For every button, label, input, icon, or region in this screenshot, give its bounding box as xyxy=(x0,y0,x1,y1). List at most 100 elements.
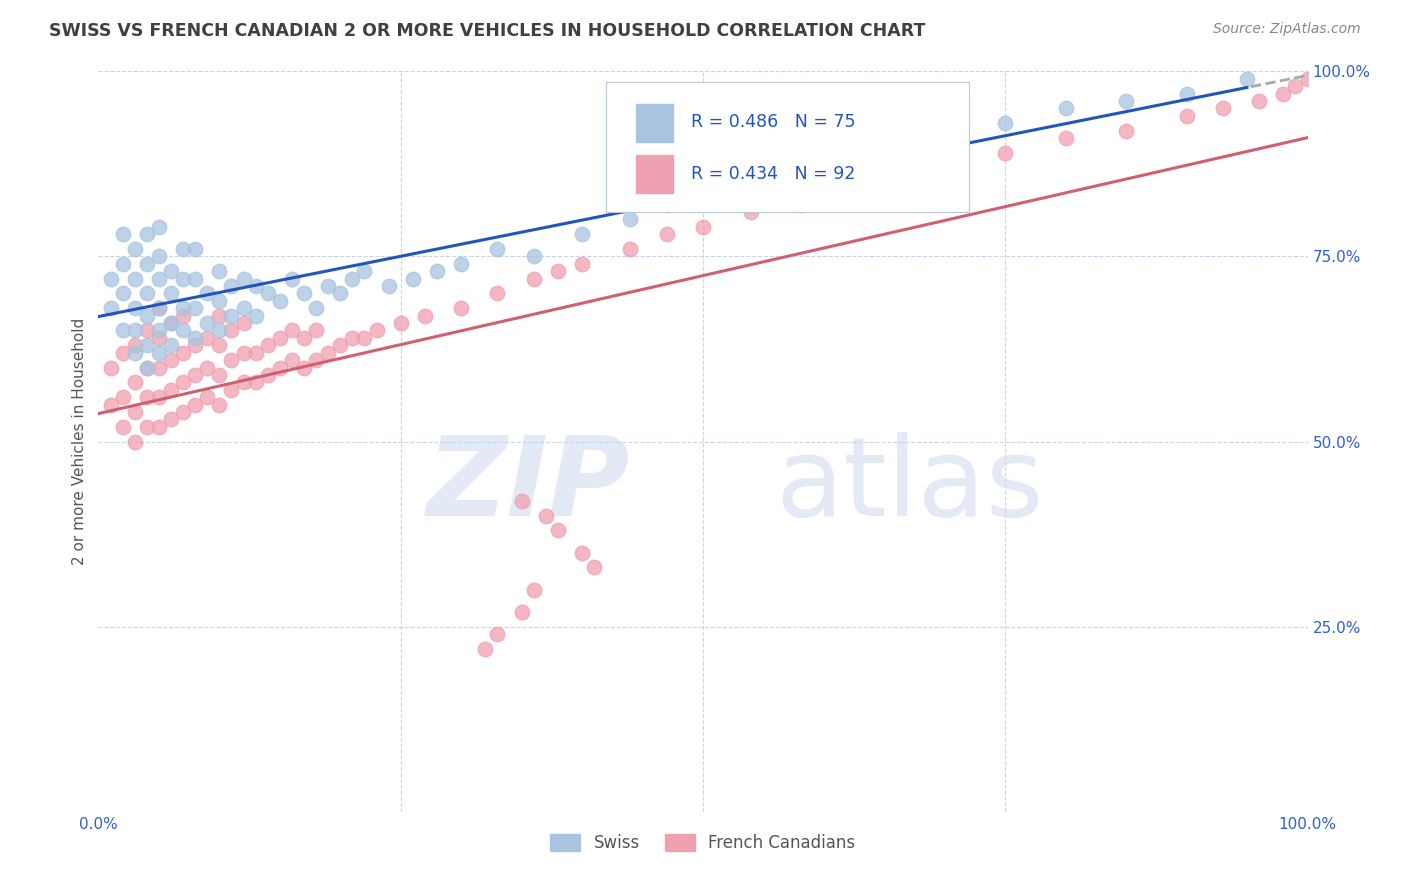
Point xyxy=(148,345,170,359)
Point xyxy=(486,286,509,301)
Point xyxy=(184,338,207,352)
Point xyxy=(1284,79,1306,94)
Point xyxy=(571,546,593,560)
Point xyxy=(776,161,799,175)
Point xyxy=(547,264,569,278)
Point xyxy=(221,324,243,338)
Point xyxy=(232,376,254,390)
Point xyxy=(160,316,183,330)
Point xyxy=(135,324,157,338)
Point xyxy=(111,345,134,359)
Point xyxy=(450,257,472,271)
Point xyxy=(256,338,278,352)
Point xyxy=(245,279,267,293)
Point xyxy=(571,257,593,271)
Point xyxy=(221,279,243,293)
Point xyxy=(148,271,170,285)
Point xyxy=(135,227,157,242)
Point xyxy=(377,279,399,293)
Point xyxy=(172,345,194,359)
Point xyxy=(510,493,533,508)
Point xyxy=(100,301,122,316)
Point xyxy=(426,264,449,278)
Point xyxy=(135,390,157,404)
Point xyxy=(160,264,183,278)
Point xyxy=(740,175,762,190)
Text: ZIP: ZIP xyxy=(427,433,630,540)
Point xyxy=(221,309,243,323)
Point xyxy=(413,309,436,323)
Point xyxy=(789,197,811,211)
Point xyxy=(111,324,134,338)
Point xyxy=(837,183,859,197)
Point xyxy=(342,271,364,285)
Point xyxy=(232,316,254,330)
Point xyxy=(256,286,278,301)
Point xyxy=(292,331,315,345)
Point xyxy=(281,271,304,285)
Point xyxy=(100,360,122,375)
Point xyxy=(172,376,194,390)
Point xyxy=(172,405,194,419)
Point xyxy=(135,257,157,271)
Point xyxy=(195,390,218,404)
Point xyxy=(208,264,231,278)
Point xyxy=(111,419,134,434)
Point xyxy=(135,286,157,301)
Point xyxy=(292,286,315,301)
Point xyxy=(329,338,352,352)
Point xyxy=(135,360,157,375)
Point xyxy=(873,138,896,153)
Text: R = 0.434   N = 92: R = 0.434 N = 92 xyxy=(690,165,855,183)
Point xyxy=(148,219,170,234)
Point xyxy=(172,271,194,285)
Point xyxy=(160,316,183,330)
Point xyxy=(195,286,218,301)
Point xyxy=(111,227,134,242)
Point xyxy=(256,368,278,382)
Point xyxy=(221,383,243,397)
Point xyxy=(1175,87,1198,101)
Point xyxy=(1054,102,1077,116)
Point xyxy=(1175,109,1198,123)
Point xyxy=(486,627,509,641)
Point xyxy=(124,338,146,352)
Point xyxy=(195,360,218,375)
Point xyxy=(1115,123,1137,137)
Point xyxy=(619,212,641,227)
Point xyxy=(184,368,207,382)
Point xyxy=(208,324,231,338)
Point xyxy=(195,316,218,330)
Point xyxy=(160,353,183,368)
Point xyxy=(655,227,678,242)
Legend: Swiss, French Canadians: Swiss, French Canadians xyxy=(544,828,862,859)
Point xyxy=(135,360,157,375)
Point xyxy=(534,508,557,523)
Point xyxy=(245,309,267,323)
Point xyxy=(547,524,569,538)
Point xyxy=(172,324,194,338)
Point xyxy=(305,353,328,368)
Point xyxy=(100,398,122,412)
Point xyxy=(1296,71,1319,86)
Point xyxy=(208,398,231,412)
Point xyxy=(655,197,678,211)
Point xyxy=(342,331,364,345)
Point xyxy=(281,353,304,368)
Point xyxy=(934,153,956,168)
Point xyxy=(124,301,146,316)
Point xyxy=(1212,102,1234,116)
Point xyxy=(353,264,375,278)
Point xyxy=(148,301,170,316)
Point xyxy=(148,360,170,375)
Point xyxy=(523,250,546,264)
Point xyxy=(124,405,146,419)
Point xyxy=(135,419,157,434)
Point xyxy=(111,286,134,301)
Point xyxy=(402,271,425,285)
Point xyxy=(124,345,146,359)
Point xyxy=(692,219,714,234)
Point xyxy=(184,242,207,256)
Point xyxy=(245,376,267,390)
Point xyxy=(329,286,352,301)
